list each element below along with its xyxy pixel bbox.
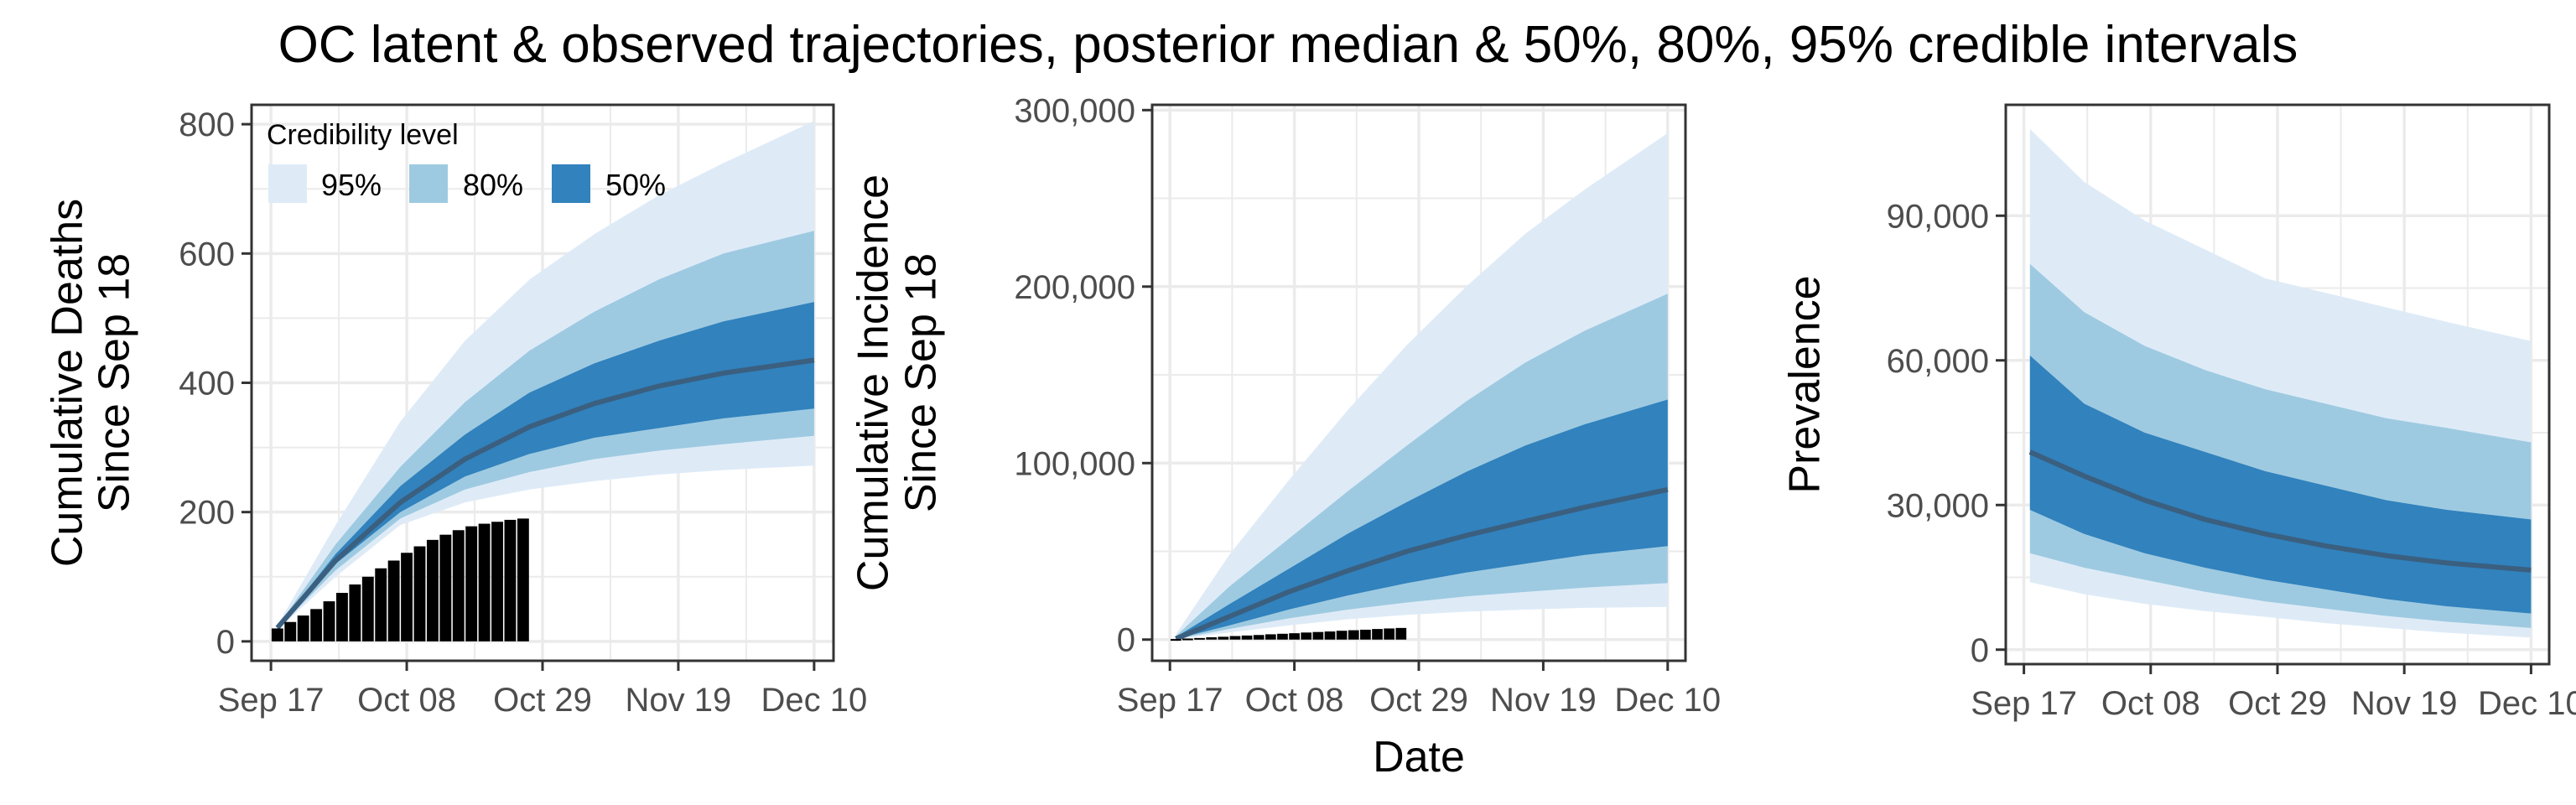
observed-bar (1289, 633, 1300, 640)
observed-bar (1229, 636, 1241, 640)
y-tick-label: 30,000 (1887, 487, 1989, 524)
observed-bar (439, 534, 452, 641)
observed-bar (1218, 636, 1229, 640)
x-tick-label: Oct 29 (2228, 685, 2327, 722)
observed-bar (1206, 637, 1218, 640)
panel-3: 0 30,000 60,000 90,000 Sep 17 Oct 08 Oct 29 Nov… (1781, 103, 2576, 722)
x-tick-label: Oct 08 (2101, 685, 2200, 722)
x-tick-label: Oct 08 (357, 682, 456, 719)
legend: Credibility level 95% 80% 50% (267, 119, 666, 203)
observed-bar (401, 553, 413, 641)
observed-bar (1312, 631, 1324, 640)
observed-bar (1336, 631, 1348, 640)
y-tick-label: 0 (216, 624, 235, 661)
x-axis-title: Date (1373, 733, 1465, 782)
y-axis-title: Cumulative Incidence (849, 174, 898, 591)
observed-bar (1348, 630, 1359, 640)
observed-bar (387, 560, 400, 641)
y-tick-label: 60,000 (1887, 343, 1989, 380)
y-axis-title: Since Sep 18 (897, 253, 946, 512)
x-tick-label: Nov 19 (626, 682, 732, 719)
x-tick-label: Sep 17 (1117, 682, 1223, 719)
legend-label: 80% (463, 168, 523, 202)
observed-bar (465, 526, 478, 641)
x-tick-label: Dec 10 (761, 682, 867, 719)
observed-bar (426, 539, 439, 641)
observed-bar (478, 523, 491, 641)
observed-bar (1360, 629, 1371, 640)
legend-key-95% (268, 164, 307, 203)
y-tick-label: 200,000 (1014, 269, 1135, 306)
observed-bar (1241, 635, 1253, 640)
observed-bar (284, 621, 297, 641)
y-tick-label: 0 (1117, 622, 1135, 659)
observed-bar (1301, 632, 1312, 640)
legend-key-50% (552, 164, 590, 203)
y-tick-label: 90,000 (1887, 198, 1989, 235)
observed-bar (1384, 628, 1395, 640)
band-50 (1176, 399, 1668, 639)
observed-bar (452, 530, 465, 641)
y-tick-label: 300,000 (1014, 92, 1135, 129)
legend-key-80% (409, 164, 448, 203)
observed-bar (517, 518, 529, 641)
median-line (275, 357, 815, 630)
observed-bar (336, 593, 348, 641)
y-tick-label: 600 (179, 236, 235, 273)
legend-title: Credibility level (267, 119, 459, 151)
observed-bar (1182, 638, 1193, 641)
observed-bar (1194, 637, 1205, 640)
legend-label: 95% (321, 168, 382, 202)
x-tick-label: Sep 17 (218, 682, 325, 719)
median-line (1175, 486, 1669, 641)
observed-bar (1395, 627, 1407, 640)
observed-bar (1170, 639, 1182, 641)
observed-bar (491, 522, 503, 641)
observed-bar (375, 568, 387, 641)
y-tick-label: 0 (1971, 632, 1989, 669)
x-tick-label: Sep 17 (1971, 685, 2077, 722)
observed-bar (271, 628, 283, 641)
y-axis-title: Since Sep 18 (91, 253, 139, 512)
median-line (2028, 449, 2532, 573)
observed-bar (297, 615, 309, 641)
observed-bar (310, 609, 323, 641)
y-axis-title: Cumulative Deaths (44, 199, 92, 567)
panel-2: 0 100,000 200,000 300,000 Sep 17 Oct 08 Oct 29… (849, 92, 1721, 782)
legend-label: 50% (605, 168, 666, 202)
panel-1: 0 200 400 600 800 Sep 17 Oct 08 Oct 29 Nov 19 Dec… (44, 103, 867, 719)
observed-bar (323, 601, 335, 641)
observed-bar (1372, 629, 1383, 640)
y-tick-label: 800 (179, 106, 235, 143)
observed-bar (1277, 633, 1288, 640)
x-tick-label: Oct 08 (1245, 682, 1344, 719)
observed-bar (361, 576, 374, 641)
observed-bar (349, 584, 361, 641)
x-tick-label: Nov 19 (2351, 685, 2458, 722)
observed-bar (1265, 634, 1276, 640)
x-tick-label: Dec 10 (1614, 682, 1721, 719)
x-tick-label: Oct 29 (1369, 682, 1468, 719)
y-axis-title: Prevalence (1781, 275, 1830, 493)
observed-bar (413, 546, 426, 641)
x-tick-label: Oct 29 (493, 682, 592, 719)
observed-bar (504, 519, 517, 641)
y-tick-label: 200 (179, 495, 235, 532)
x-tick-label: Nov 19 (1490, 682, 1597, 719)
x-tick-label: Dec 10 (2478, 685, 2576, 722)
observed-bar (1253, 635, 1265, 640)
y-tick-label: 400 (179, 366, 235, 402)
band-50 (2029, 356, 2532, 614)
chart-title: OC latent & observed trajectories, poste… (278, 16, 2298, 74)
y-tick-label: 100,000 (1014, 445, 1135, 482)
observed-bar (1324, 631, 1336, 640)
